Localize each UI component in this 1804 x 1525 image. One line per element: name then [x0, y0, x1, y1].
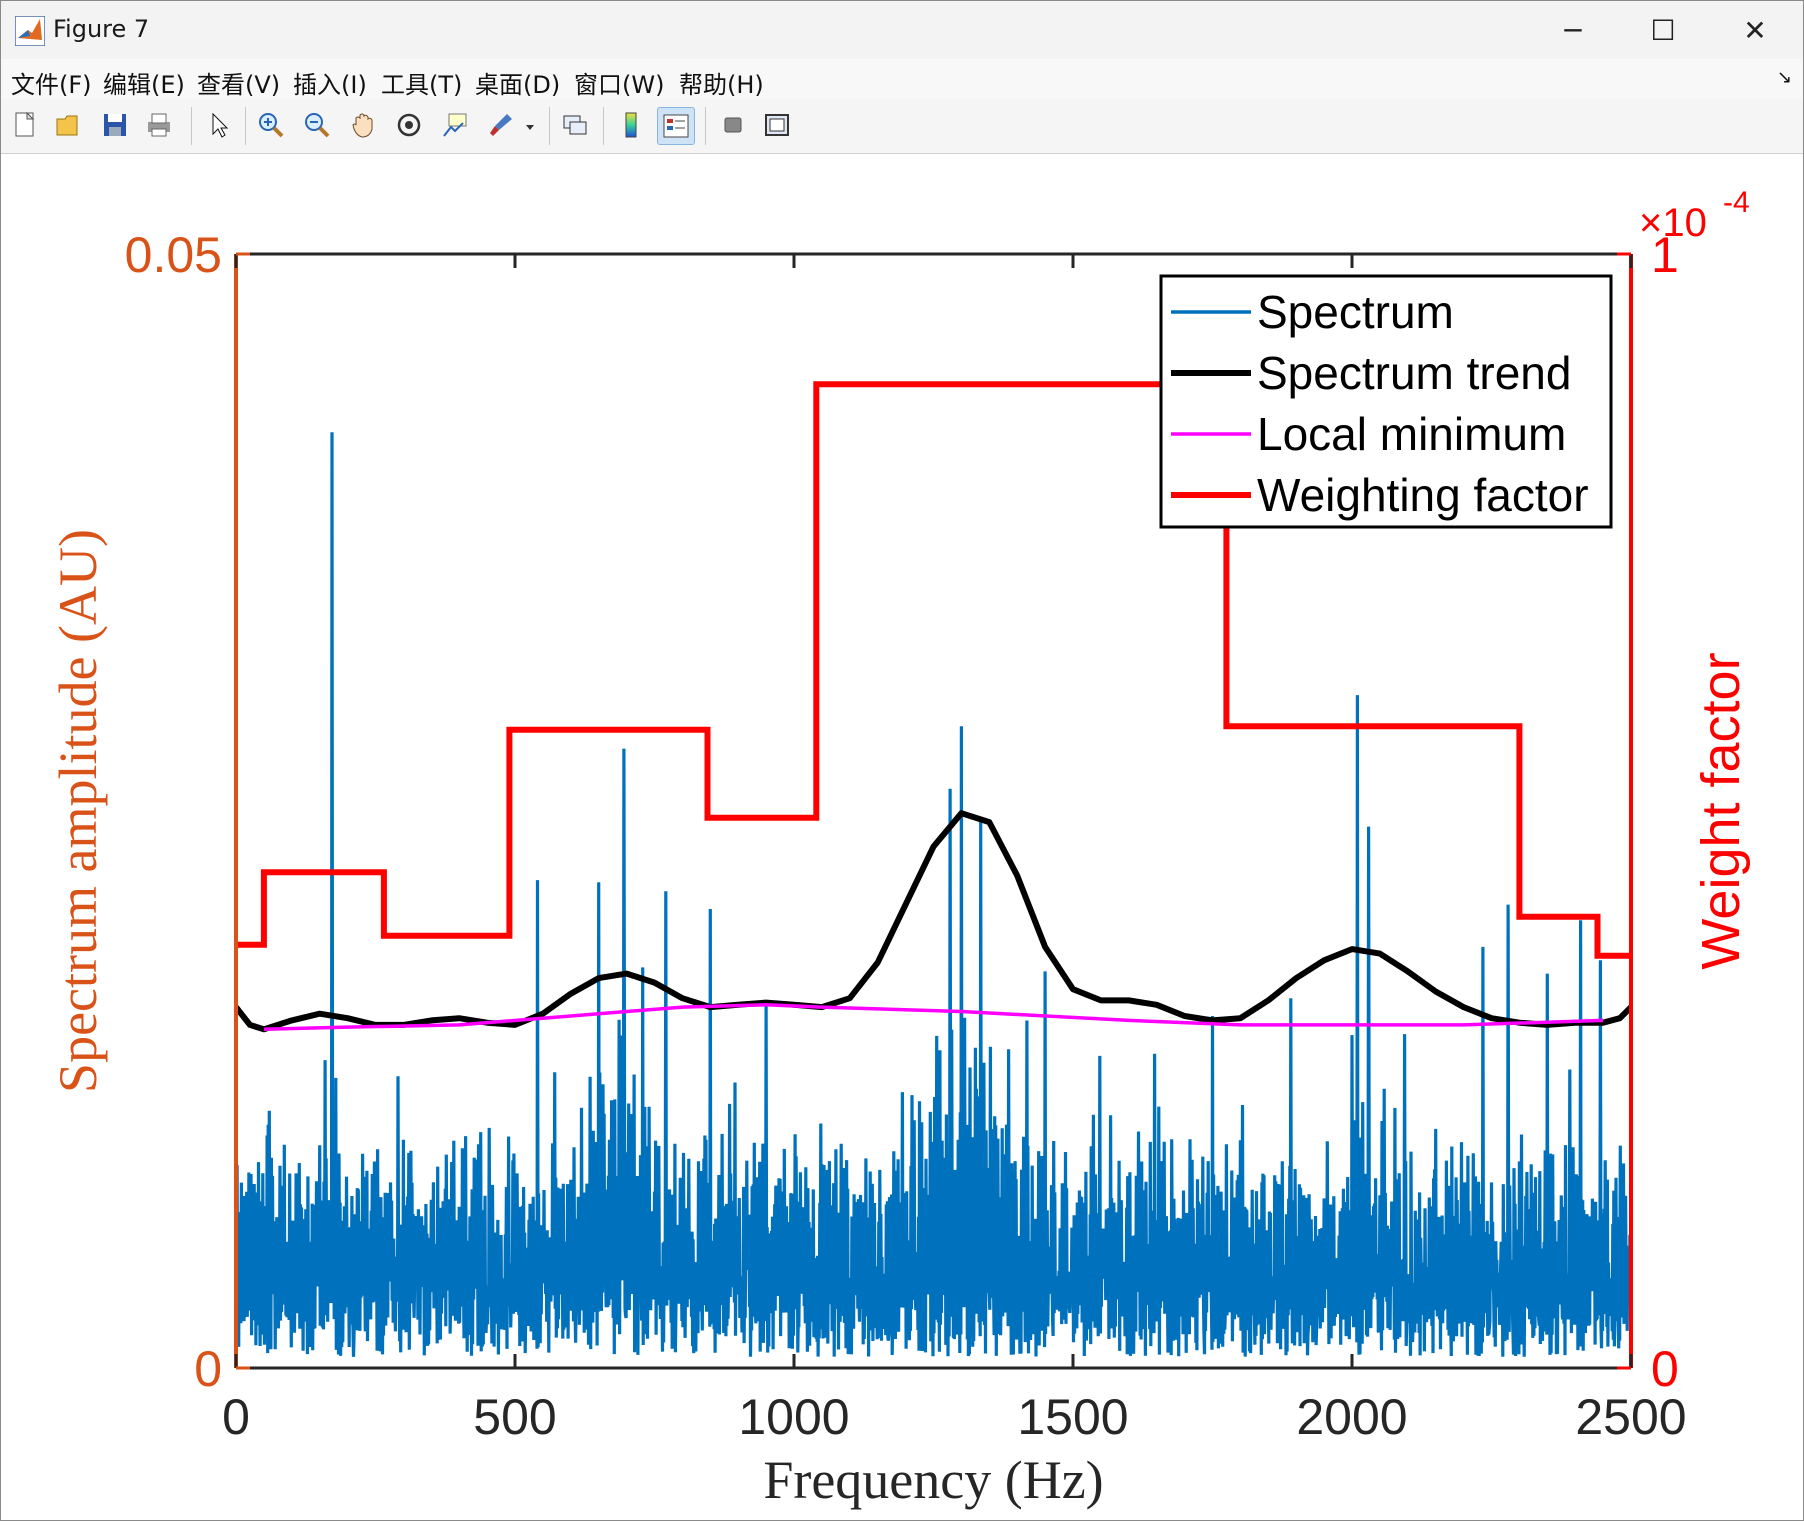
menu-desktop[interactable]: 桌面(D)	[475, 71, 561, 99]
weighting-factor-series	[236, 381, 1631, 959]
show-plot-tools-icon[interactable]	[759, 107, 795, 143]
open-file-icon[interactable]	[51, 107, 87, 143]
local-minimum-series	[263, 1003, 1604, 1032]
toolbar-separator	[705, 107, 706, 145]
new-figure-icon[interactable]	[7, 107, 43, 143]
local-minimum-line	[263, 1003, 1604, 1032]
menu-file[interactable]: 文件(F)	[11, 71, 92, 99]
right-y-tick-label: 0	[1651, 1341, 1679, 1397]
x-tick-label: 2500	[1575, 1389, 1686, 1445]
title-bar: Figure 7 ─ ☐ ✕	[1, 1, 1803, 59]
maximize-button[interactable]: ☐	[1650, 13, 1676, 47]
spectrum-trend-line	[233, 810, 1634, 1033]
legend-label: Spectrum trend	[1257, 347, 1571, 399]
x-axis-label: Frequency (Hz)	[763, 1450, 1103, 1510]
right-axis-exponent-label: ×10	[1639, 201, 1707, 245]
matlab-logo-icon	[15, 16, 45, 46]
minimize-button[interactable]: ─	[1564, 13, 1582, 47]
menu-view[interactable]: 查看(V)	[197, 71, 281, 99]
edit-plot-pointer-icon[interactable]	[201, 107, 237, 143]
x-tick-label: 0	[222, 1389, 250, 1445]
toolbar-separator	[245, 107, 246, 145]
zoom-out-icon[interactable]	[299, 107, 335, 143]
left-y-tick-label: 0.05	[125, 227, 222, 283]
toolbar-separator	[603, 107, 604, 145]
pan-hand-icon[interactable]	[345, 107, 381, 143]
colorbar-icon[interactable]	[613, 107, 649, 143]
spectrum-trend-series	[233, 810, 1634, 1033]
save-icon[interactable]	[97, 107, 133, 143]
spectrum-series	[234, 432, 1633, 1357]
menu-edit[interactable]: 编辑(E)	[103, 71, 185, 99]
toolbar-separator	[191, 107, 192, 145]
x-tick-label: 1500	[1017, 1389, 1128, 1445]
rotate-3d-icon[interactable]	[391, 107, 427, 143]
figure-toolbar	[1, 99, 1803, 154]
zoom-in-icon[interactable]	[253, 107, 289, 143]
spectrum-line	[234, 432, 1633, 1357]
left-y-axis-label: Spectrum amplitude (AU)	[48, 529, 108, 1093]
legend-icon[interactable]	[657, 107, 695, 145]
legend-label: Spectrum	[1257, 286, 1454, 338]
legend-label: Weighting factor	[1257, 469, 1589, 521]
menu-window[interactable]: 窗口(W)	[574, 71, 665, 99]
right-y-axis-label: Weight factor	[1691, 652, 1751, 969]
data-cursor-icon[interactable]	[437, 107, 473, 143]
window-title: Figure 7	[53, 15, 150, 43]
close-button[interactable]: ✕	[1743, 13, 1767, 47]
right-axis-exponent-power: -4	[1723, 186, 1750, 219]
link-plot-icon[interactable]	[557, 107, 593, 143]
left-y-tick-label: 0	[194, 1341, 222, 1397]
right-y-tick-label: 1	[1651, 227, 1679, 283]
legend-entries: Spectrum Spectrum trend Local minimum Weigh…	[1171, 286, 1589, 521]
menu-insert[interactable]: 插入(I)	[293, 71, 367, 99]
x-tick-label: 500	[473, 1389, 556, 1445]
x-tick-label: 2000	[1296, 1389, 1407, 1445]
x-tick-label: 1000	[738, 1389, 849, 1445]
brush-dropdown-icon[interactable]	[521, 107, 537, 143]
toolbar-separator	[549, 107, 550, 145]
menu-bar: 文件(F) 编辑(E) 查看(V) 插入(I) 工具(T) 桌面(D) 窗口(W…	[1, 59, 1803, 99]
menu-help[interactable]: 帮助(H)	[679, 71, 764, 99]
brush-icon[interactable]	[483, 107, 519, 143]
weighting-factor-line	[236, 381, 1631, 959]
legend-box	[1159, 274, 1613, 529]
menu-tools[interactable]: 工具(T)	[381, 71, 463, 99]
legend-label: Local minimum	[1257, 408, 1566, 460]
print-icon[interactable]	[141, 107, 177, 143]
dock-arrow-icon[interactable]: ↘	[1777, 67, 1793, 88]
hide-plot-tools-icon[interactable]	[715, 107, 751, 143]
chart-legend[interactable]: Spectrum Spectrum trend Local minimum Weigh…	[1159, 274, 1613, 529]
figure-canvas: 0 500 1000 1500 2000 2500 0 0.05 0 1 Frequency (H…	[1, 154, 1803, 1520]
